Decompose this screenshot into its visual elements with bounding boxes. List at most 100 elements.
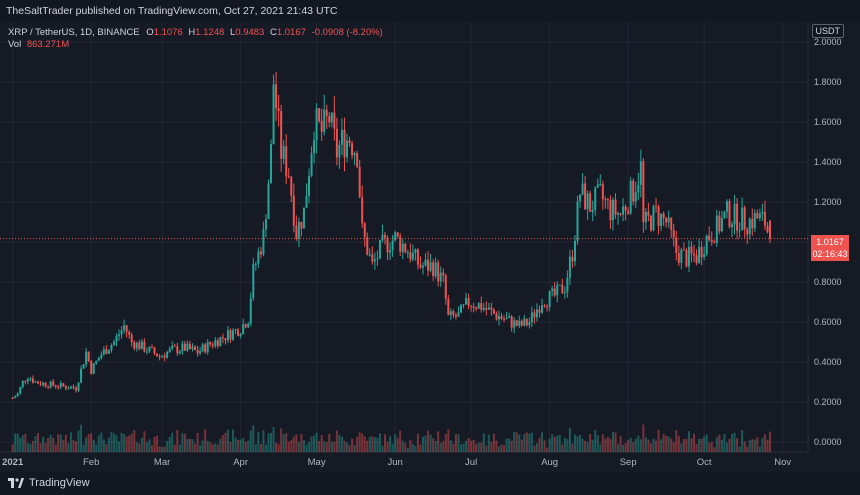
candle-body <box>515 320 518 326</box>
candle-body <box>573 240 576 262</box>
candle-body <box>492 309 495 314</box>
volume-bar <box>264 444 267 452</box>
volume-bar <box>528 433 531 452</box>
volume-bar <box>622 444 625 452</box>
tradingview-logo[interactable]: TradingView <box>8 477 90 489</box>
volume-bar <box>639 439 642 452</box>
volume-bar <box>571 443 574 452</box>
candle-body <box>553 288 556 296</box>
volume-bar <box>74 441 77 452</box>
candle-body <box>204 344 207 353</box>
candle-body <box>102 349 105 355</box>
candle-body <box>647 211 650 216</box>
volume-bar <box>140 437 143 452</box>
candle-body <box>366 237 369 255</box>
candle-body <box>323 109 326 132</box>
volume-bar <box>657 429 660 452</box>
candle-body <box>720 218 723 232</box>
candle-body <box>508 316 511 318</box>
volume-bar <box>700 438 703 452</box>
candle-body <box>120 330 123 335</box>
candle-body <box>667 217 670 223</box>
candle-body <box>424 259 427 266</box>
y-tick-label: 1.4000 <box>814 157 842 167</box>
volume-bar <box>731 433 734 452</box>
volume-bar <box>52 437 55 452</box>
volume-bar <box>497 446 500 452</box>
candle-body <box>128 332 131 335</box>
candle-body <box>320 120 323 132</box>
candle-body <box>548 290 551 307</box>
candle-body <box>487 307 490 310</box>
volume-bar <box>414 445 417 452</box>
volume-bar <box>239 439 242 452</box>
volume-bar <box>358 432 361 452</box>
volume-bar <box>229 441 232 452</box>
volume-bar <box>470 440 473 452</box>
volume-bar <box>226 429 229 452</box>
candle-body <box>234 329 237 331</box>
candle-body <box>378 240 381 259</box>
candle-body <box>173 345 176 347</box>
volume-bar <box>216 444 219 452</box>
chart-pane[interactable]: 2.00001.80001.60001.40001.20001.00000.80… <box>0 22 860 472</box>
volume-bar <box>530 432 533 452</box>
volume-bar <box>447 429 450 452</box>
volume-bar <box>556 435 559 452</box>
candle-body <box>221 337 224 339</box>
volume-bar <box>214 443 217 452</box>
volume-bar <box>49 434 52 452</box>
volume-bar <box>262 430 265 452</box>
candle-body <box>546 306 549 308</box>
candle-body <box>39 383 42 385</box>
volume-bar <box>538 437 541 452</box>
volume-bar <box>19 437 22 452</box>
volume-bar <box>62 439 65 452</box>
volume-bar <box>257 431 260 452</box>
volume-bar <box>353 445 356 452</box>
candles <box>11 71 772 399</box>
footer-bar: TradingView <box>0 472 860 495</box>
candle-body <box>394 232 397 241</box>
candle-body <box>655 206 658 208</box>
candle-body <box>171 345 174 349</box>
volume-bar <box>389 436 392 452</box>
volume-bar <box>85 437 88 452</box>
volume-bar <box>652 438 655 452</box>
volume-bar <box>173 444 176 452</box>
volume-bar <box>300 434 303 452</box>
candle-body <box>432 262 435 277</box>
candle-body <box>201 344 204 351</box>
candle-body <box>158 356 161 358</box>
volume-bar <box>270 432 273 452</box>
volume-bar <box>670 438 673 452</box>
candle-body <box>254 263 257 265</box>
symbol-name: XRP / TetherUS, 1D, BINANCE <box>8 27 140 38</box>
candle-body <box>150 347 153 349</box>
volume-bar <box>452 443 455 452</box>
volume-bar <box>503 445 506 452</box>
candle-body <box>599 183 602 185</box>
volume-bar <box>16 433 19 452</box>
high-label: H <box>188 27 196 38</box>
volume-bar <box>302 440 305 452</box>
volume-bar <box>525 432 528 452</box>
candle-body <box>310 153 313 177</box>
currency-badge[interactable]: USDT <box>811 24 844 38</box>
candlestick-chart[interactable]: 2.00001.80001.60001.40001.20001.00000.80… <box>0 22 860 472</box>
candle-body <box>82 364 85 369</box>
candle-body <box>57 386 60 388</box>
candle-body <box>665 217 668 223</box>
candle-body <box>14 396 17 399</box>
volume-bar <box>535 443 538 452</box>
candle-body <box>80 368 83 383</box>
candle-body <box>606 199 609 201</box>
volume-bar <box>128 435 131 452</box>
x-tick-label: Feb <box>83 457 99 468</box>
candle-body <box>751 218 754 229</box>
volume-bar <box>87 434 90 452</box>
x-tick-label: Oct <box>697 457 712 468</box>
candle-body <box>168 348 171 353</box>
volume-bar <box>135 441 138 452</box>
candle-body <box>242 324 245 335</box>
